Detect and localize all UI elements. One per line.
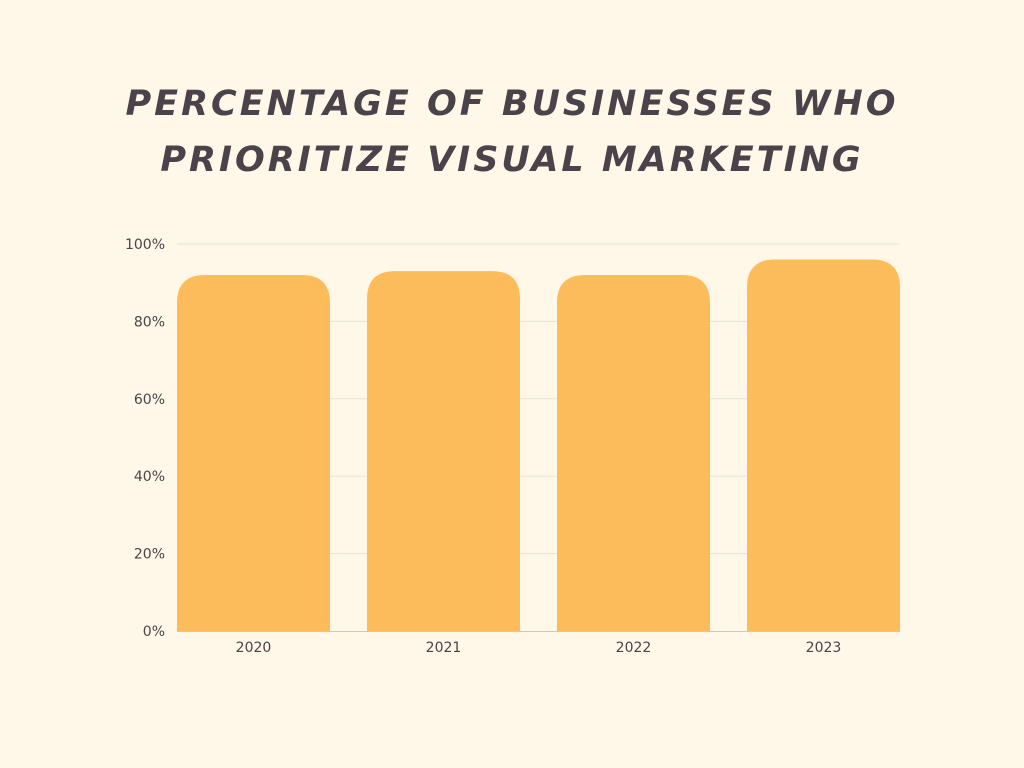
bar-2023	[747, 259, 900, 631]
y-axis-ticks: 0% 20% 40% 60% 80% 100%	[125, 237, 165, 640]
bar-2021	[367, 271, 520, 631]
bars	[177, 259, 900, 631]
chart-title: PERCENTAGE OF BUSINESSES WHO PRIORITIZE …	[0, 76, 1024, 188]
chart-title-line-1: PERCENTAGE OF BUSINESSES WHO	[125, 84, 899, 124]
x-axis-ticks: 2020 2021 2022 2023	[236, 640, 842, 656]
y-tick-label: 100%	[125, 237, 165, 253]
y-tick-label: 0%	[143, 624, 165, 640]
x-tick-label: 2023	[806, 640, 842, 656]
x-tick-label: 2020	[236, 640, 272, 656]
bar-2022	[557, 274, 710, 631]
bar-2020	[177, 274, 330, 631]
chart-title-line-2: PRIORITIZE VISUAL MARKETING	[160, 140, 864, 180]
y-tick-label: 40%	[134, 469, 165, 485]
y-tick-label: 20%	[134, 547, 165, 563]
y-tick-label: 60%	[134, 392, 165, 408]
x-tick-label: 2021	[426, 640, 462, 656]
y-tick-label: 80%	[134, 314, 165, 330]
x-tick-label: 2022	[616, 640, 652, 656]
